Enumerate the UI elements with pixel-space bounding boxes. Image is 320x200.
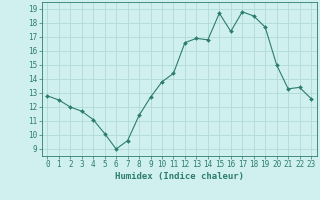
X-axis label: Humidex (Indice chaleur): Humidex (Indice chaleur): [115, 172, 244, 181]
